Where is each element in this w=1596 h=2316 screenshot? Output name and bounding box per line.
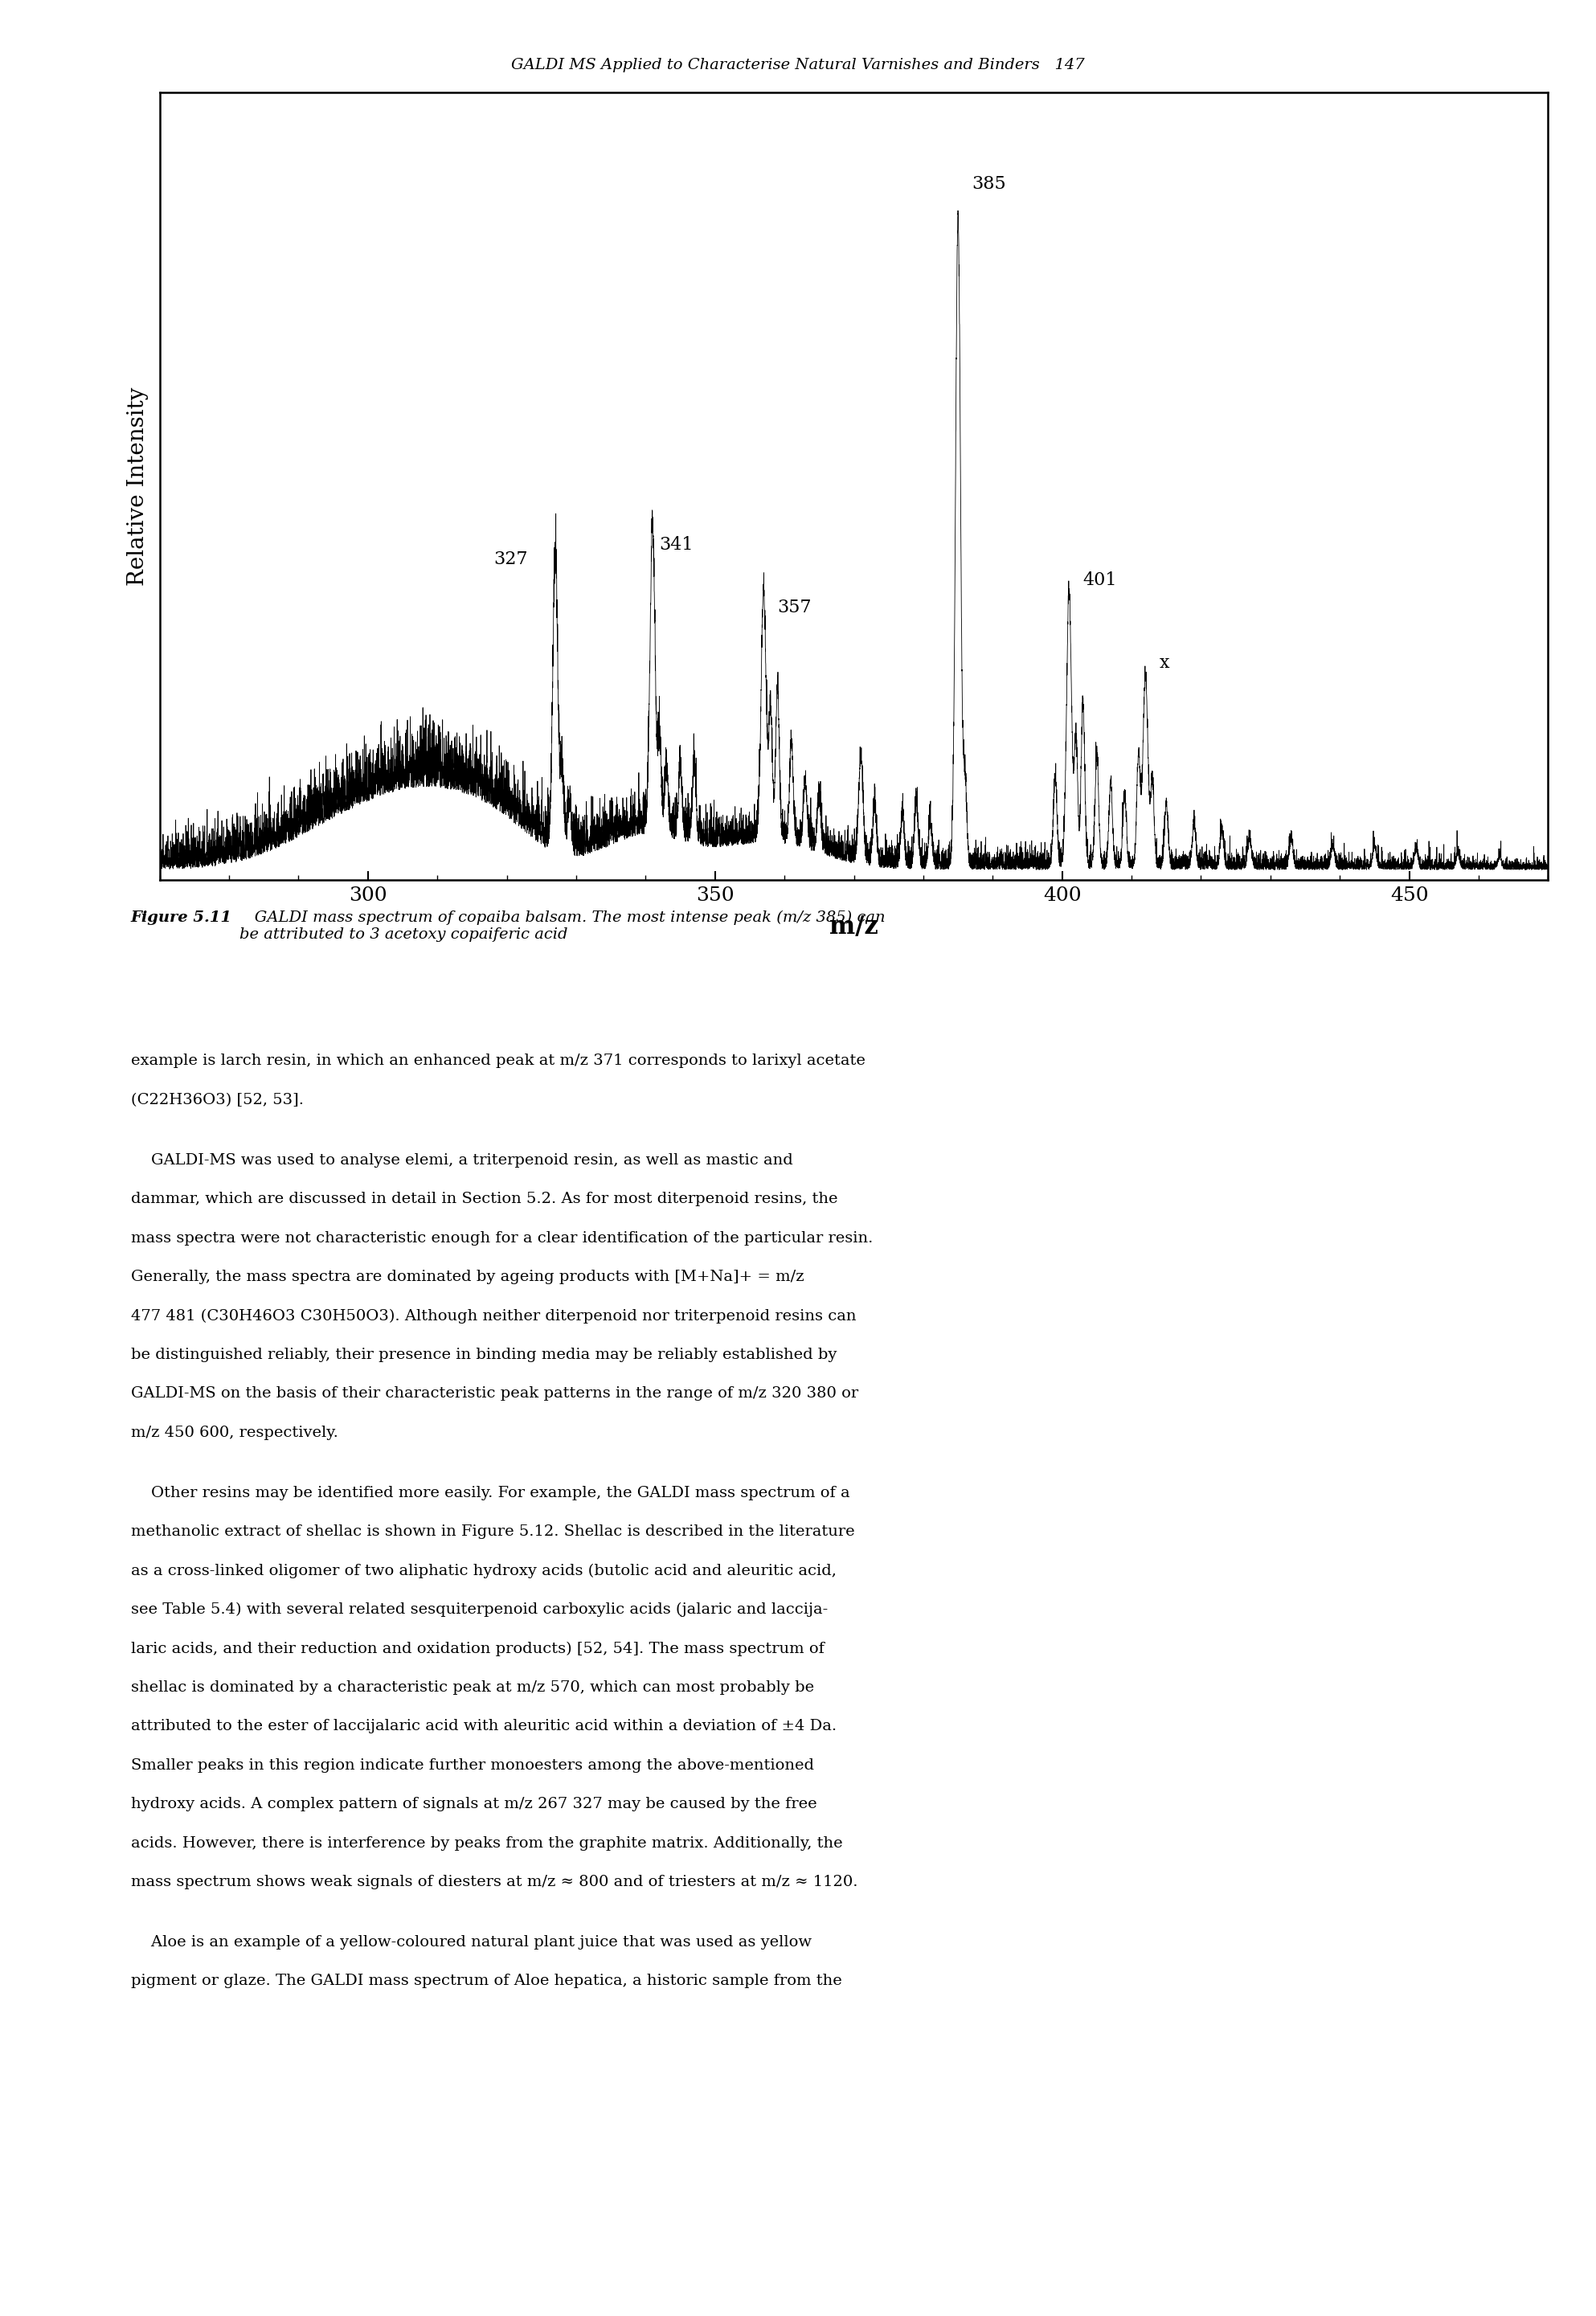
Text: Smaller peaks in this region indicate further monoesters among the above-mention: Smaller peaks in this region indicate fu… <box>131 1758 814 1772</box>
Text: Aloe is an example of a yellow-coloured natural plant juice that was used as yel: Aloe is an example of a yellow-coloured … <box>131 1936 812 1950</box>
Text: x: x <box>1159 653 1170 672</box>
Text: acids. However, there is interference by peaks from the graphite matrix. Additio: acids. However, there is interference by… <box>131 1837 843 1850</box>
Text: GALDI MS Applied to Characterise Natural Varnishes and Binders   147: GALDI MS Applied to Characterise Natural… <box>511 58 1085 72</box>
Text: dammar, which are discussed in detail in Section 5.2. As for most diterpenoid re: dammar, which are discussed in detail in… <box>131 1193 838 1207</box>
Text: as a cross-linked oligomer of two aliphatic hydroxy acids (butolic acid and aleu: as a cross-linked oligomer of two alipha… <box>131 1563 836 1577</box>
Text: 401: 401 <box>1084 572 1117 588</box>
Text: shellac is dominated by a characteristic peak at m/z 570, which can most probabl: shellac is dominated by a characteristic… <box>131 1679 814 1695</box>
Text: GALDI-MS was used to analyse elemi, a triterpenoid resin, as well as mastic and: GALDI-MS was used to analyse elemi, a tr… <box>131 1153 793 1167</box>
Text: GALDI-MS on the basis of their characteristic peak patterns in the range of m/z : GALDI-MS on the basis of their character… <box>131 1387 859 1401</box>
Text: m/z 450 600, respectively.: m/z 450 600, respectively. <box>131 1424 338 1441</box>
Text: mass spectra were not characteristic enough for a clear identification of the pa: mass spectra were not characteristic eno… <box>131 1230 873 1246</box>
Text: 385: 385 <box>972 176 1005 192</box>
Text: 357: 357 <box>777 600 812 616</box>
Text: GALDI mass spectrum of copaiba balsam. The most intense peak (m/z 385) can
be at: GALDI mass spectrum of copaiba balsam. T… <box>239 910 886 943</box>
Text: attributed to the ester of laccijalaric acid with aleuritic acid within a deviat: attributed to the ester of laccijalaric … <box>131 1718 836 1735</box>
Text: Figure 5.11: Figure 5.11 <box>131 910 231 924</box>
Text: mass spectrum shows weak signals of diesters at m/z ≈ 800 and of triesters at m/: mass spectrum shows weak signals of dies… <box>131 1874 857 1890</box>
X-axis label: m/z: m/z <box>830 915 878 938</box>
Text: 327: 327 <box>493 551 528 567</box>
Text: (C22H36O3) [52, 53].: (C22H36O3) [52, 53]. <box>131 1093 303 1107</box>
Text: 341: 341 <box>659 537 694 554</box>
Text: 477 481 (C30H46O3 C30H50O3). Although neither diterpenoid nor triterpenoid resin: 477 481 (C30H46O3 C30H50O3). Although ne… <box>131 1309 855 1322</box>
Text: Generally, the mass spectra are dominated by ageing products with [M+Na]+ = m/z: Generally, the mass spectra are dominate… <box>131 1269 804 1283</box>
Text: see Table 5.4) with several related sesquiterpenoid carboxylic acids (jalaric an: see Table 5.4) with several related sesq… <box>131 1603 828 1617</box>
Text: hydroxy acids. A complex pattern of signals at m/z 267 327 may be caused by the : hydroxy acids. A complex pattern of sign… <box>131 1797 817 1811</box>
Text: Other resins may be identified more easily. For example, the GALDI mass spectrum: Other resins may be identified more easi… <box>131 1485 849 1501</box>
Text: laric acids, and their reduction and oxidation products) [52, 54]. The mass spec: laric acids, and their reduction and oxi… <box>131 1642 824 1656</box>
Text: methanolic extract of shellac is shown in Figure 5.12. Shellac is described in t: methanolic extract of shellac is shown i… <box>131 1524 854 1540</box>
Text: pigment or glaze. The GALDI mass spectrum of Aloe hepatica, a historic sample fr: pigment or glaze. The GALDI mass spectru… <box>131 1973 841 1989</box>
Text: example is larch resin, in which an enhanced peak at m/z 371 corresponds to lari: example is larch resin, in which an enha… <box>131 1054 865 1068</box>
Y-axis label: Relative Intensity: Relative Intensity <box>126 387 148 586</box>
Text: be distinguished reliably, their presence in binding media may be reliably estab: be distinguished reliably, their presenc… <box>131 1348 836 1362</box>
